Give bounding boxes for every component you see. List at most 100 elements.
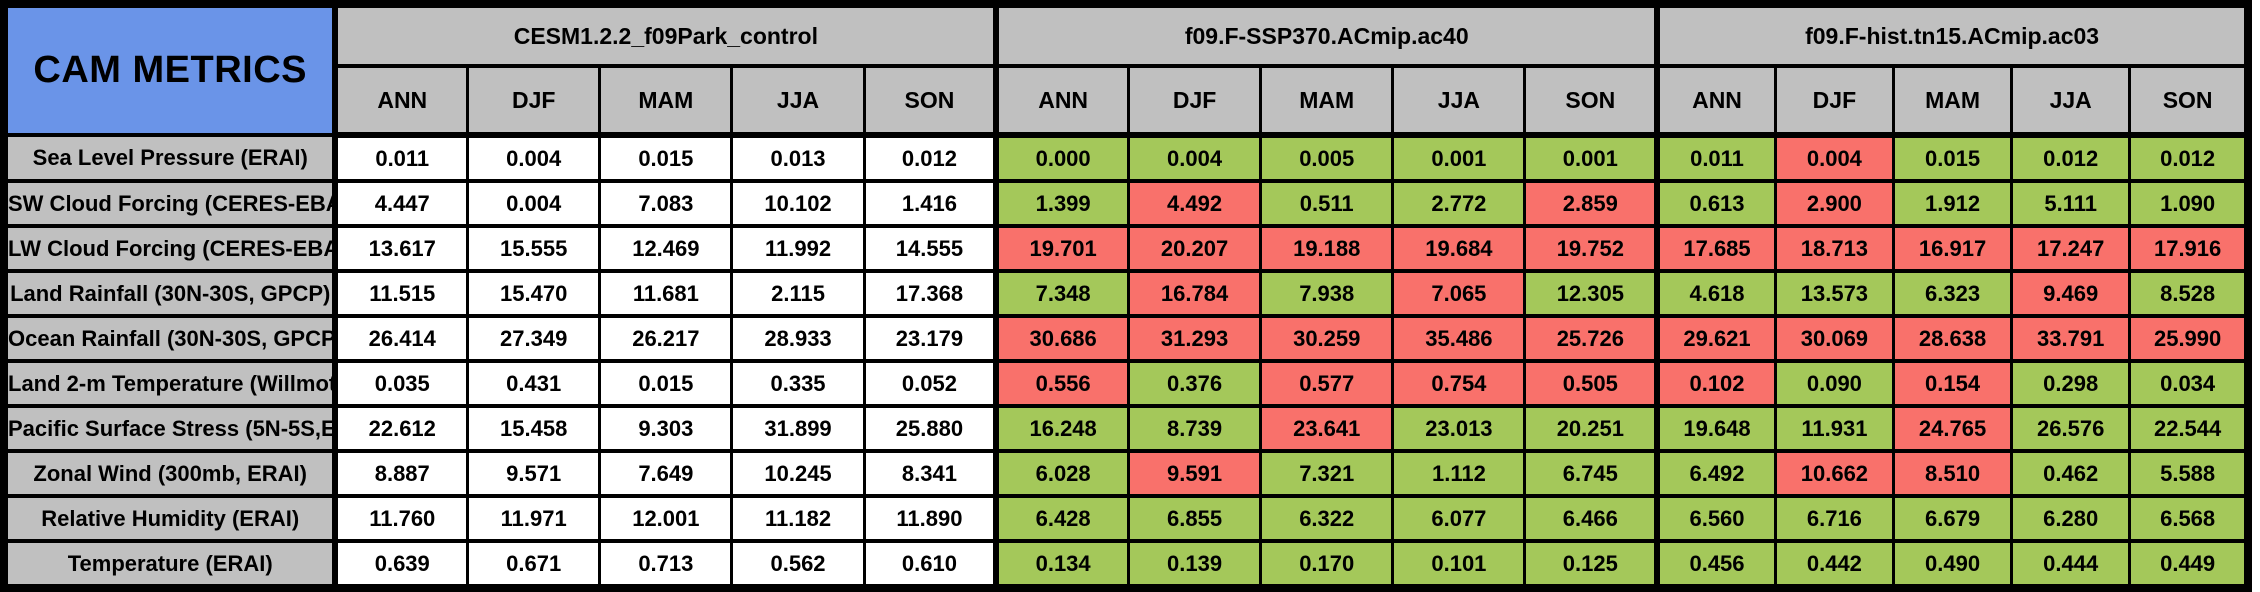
value-cell: 0.001 — [1523, 133, 1659, 183]
season-header-son: SON — [862, 64, 998, 138]
value-cell: 0.376 — [1126, 359, 1263, 408]
value-cell: 0.298 — [2010, 359, 2132, 408]
value-cell: 7.083 — [598, 179, 734, 228]
value-cell: 19.188 — [1259, 224, 1395, 273]
value-cell: 0.490 — [1891, 539, 2014, 590]
value-cell: 16.917 — [1891, 224, 2014, 273]
value-cell: 27.349 — [466, 314, 602, 363]
value-cell: 6.322 — [1259, 494, 1395, 543]
season-header-son: SON — [1523, 64, 1659, 138]
value-cell: 26.414 — [332, 314, 470, 363]
value-cell: 9.469 — [2010, 269, 2132, 318]
value-cell: 24.765 — [1891, 404, 2014, 453]
value-cell: 0.052 — [862, 359, 998, 408]
value-cell: 6.855 — [1126, 494, 1263, 543]
value-cell: 11.182 — [730, 494, 866, 543]
value-cell: 0.639 — [332, 539, 470, 590]
value-cell: 26.576 — [2010, 404, 2132, 453]
value-cell: 23.179 — [862, 314, 998, 363]
value-cell: 9.303 — [598, 404, 734, 453]
value-cell: 15.458 — [466, 404, 602, 453]
value-cell: 0.004 — [466, 179, 602, 228]
value-cell: 18.713 — [1773, 224, 1895, 273]
value-cell: 8.528 — [2128, 269, 2250, 318]
value-cell: 13.573 — [1773, 269, 1895, 318]
value-cell: 1.416 — [862, 179, 998, 228]
value-cell: 6.560 — [1654, 494, 1777, 543]
value-cell: 11.890 — [862, 494, 998, 543]
value-cell: 29.621 — [1654, 314, 1777, 363]
value-cell: 0.170 — [1259, 539, 1395, 590]
value-cell: 7.649 — [598, 449, 734, 498]
value-cell: 8.341 — [862, 449, 998, 498]
value-cell: 1.090 — [2128, 179, 2250, 228]
value-cell: 6.466 — [1523, 494, 1659, 543]
value-cell: 19.752 — [1523, 224, 1659, 273]
value-cell: 0.035 — [332, 359, 470, 408]
value-cell: 25.726 — [1523, 314, 1659, 363]
group-header-row: CAM METRICS CESM1.2.2_f09Park_control f0… — [2, 2, 2250, 137]
value-cell: 6.492 — [1654, 449, 1777, 498]
value-cell: 0.004 — [1126, 133, 1263, 183]
value-cell: 5.588 — [2128, 449, 2250, 498]
value-cell: 0.562 — [730, 539, 866, 590]
value-cell: 0.001 — [1391, 133, 1527, 183]
value-cell: 22.544 — [2128, 404, 2250, 453]
season-header-jja: JJA — [730, 64, 866, 138]
value-cell: 26.217 — [598, 314, 734, 363]
metric-label: Relative Humidity (ERAI) — [2, 494, 339, 543]
value-cell: 16.784 — [1126, 269, 1263, 318]
value-cell: 11.931 — [1773, 404, 1895, 453]
value-cell: 28.638 — [1891, 314, 2014, 363]
value-cell: 0.015 — [598, 133, 734, 183]
value-cell: 17.916 — [2128, 224, 2250, 273]
value-cell: 0.431 — [466, 359, 602, 408]
season-header-mam: MAM — [1891, 64, 2014, 138]
value-cell: 0.012 — [2128, 133, 2250, 183]
metric-label: Temperature (ERAI) — [2, 539, 339, 590]
value-cell: 31.899 — [730, 404, 866, 453]
table-row: Relative Humidity (ERAI) 11.760 11.971 12.0… — [2, 494, 2250, 543]
table-row: LW Cloud Forcing (CERES-EBAF) 13.617 15.55… — [2, 224, 2250, 273]
value-cell: 30.259 — [1259, 314, 1395, 363]
value-cell: 6.716 — [1773, 494, 1895, 543]
value-cell: 0.013 — [730, 133, 866, 183]
value-cell: 16.248 — [993, 404, 1130, 453]
season-header-djf: DJF — [1773, 64, 1895, 138]
value-cell: 5.111 — [2010, 179, 2132, 228]
season-header-son: SON — [2128, 64, 2250, 138]
table-row: SW Cloud Forcing (CERES-EBAF) 4.447 0.004 7… — [2, 179, 2250, 228]
value-cell: 0.505 — [1523, 359, 1659, 408]
value-cell: 0.139 — [1126, 539, 1263, 590]
value-cell: 6.568 — [2128, 494, 2250, 543]
value-cell: 12.305 — [1523, 269, 1659, 318]
season-header-djf: DJF — [466, 64, 602, 138]
value-cell: 0.034 — [2128, 359, 2250, 408]
value-cell: 22.612 — [332, 404, 470, 453]
metrics-table-body: Sea Level Pressure (ERAI) 0.011 0.004 0.015… — [2, 133, 2250, 590]
metric-label: Land 2-m Temperature (Willmott) — [2, 359, 339, 408]
value-cell: 0.610 — [862, 539, 998, 590]
value-cell: 0.004 — [1773, 133, 1895, 183]
value-cell: 28.933 — [730, 314, 866, 363]
value-cell: 0.011 — [332, 133, 470, 183]
metric-label: SW Cloud Forcing (CERES-EBAF) — [2, 179, 339, 228]
value-cell: 7.065 — [1391, 269, 1527, 318]
value-cell: 6.280 — [2010, 494, 2132, 543]
value-cell: 10.102 — [730, 179, 866, 228]
value-cell: 0.444 — [2010, 539, 2132, 590]
value-cell: 6.028 — [993, 449, 1130, 498]
table-row: Land 2-m Temperature (Willmott) 0.035 0.43… — [2, 359, 2250, 408]
value-cell: 0.015 — [1891, 133, 2014, 183]
season-header-row: ANN DJF MAM JJA SON ANN DJF MAM JJA SON … — [4, 64, 2250, 138]
value-cell: 9.591 — [1126, 449, 1263, 498]
group-header-control: CESM1.2.2_f09Park_control — [333, 2, 998, 68]
value-cell: 8.510 — [1891, 449, 2014, 498]
value-cell: 0.613 — [1654, 179, 1777, 228]
value-cell: 0.511 — [1259, 179, 1395, 228]
value-cell: 23.641 — [1259, 404, 1395, 453]
value-cell: 4.447 — [332, 179, 470, 228]
season-header-mam: MAM — [1259, 64, 1395, 138]
value-cell: 0.442 — [1773, 539, 1895, 590]
